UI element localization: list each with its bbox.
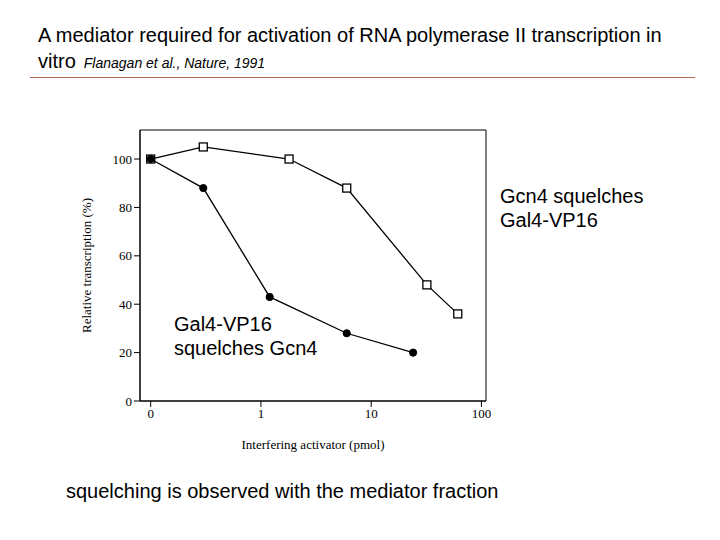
html-text:squelching is observed with th: squelching is observed with the mediator… bbox=[66, 480, 499, 502]
html-text:Gal4-VP16 squelches Gcn4: Gal4-VP16 squelches Gcn4 bbox=[174, 313, 318, 359]
svg-text:Interfering activator (pmol): Interfering activator (pmol) bbox=[242, 437, 385, 452]
html-text:Gcn4 squelches Gal4-VP16: Gcn4 squelches Gal4-VP16 bbox=[500, 185, 644, 231]
svg-text:80: 80 bbox=[119, 200, 132, 215]
html-text:A mediator required for activa: A mediator required for activation of RN… bbox=[38, 24, 662, 72]
svg-text:40: 40 bbox=[119, 297, 132, 312]
svg-text:10: 10 bbox=[365, 406, 378, 421]
svg-text:20: 20 bbox=[119, 345, 132, 360]
svg-text:1: 1 bbox=[258, 406, 265, 421]
svg-text:Relative transcription (%): Relative transcription (%) bbox=[79, 198, 94, 333]
svg-text:100: 100 bbox=[472, 406, 492, 421]
svg-text:0: 0 bbox=[147, 406, 154, 421]
svg-text:60: 60 bbox=[119, 248, 132, 263]
svg-text:100: 100 bbox=[113, 152, 133, 167]
svg-text:0: 0 bbox=[126, 394, 133, 409]
